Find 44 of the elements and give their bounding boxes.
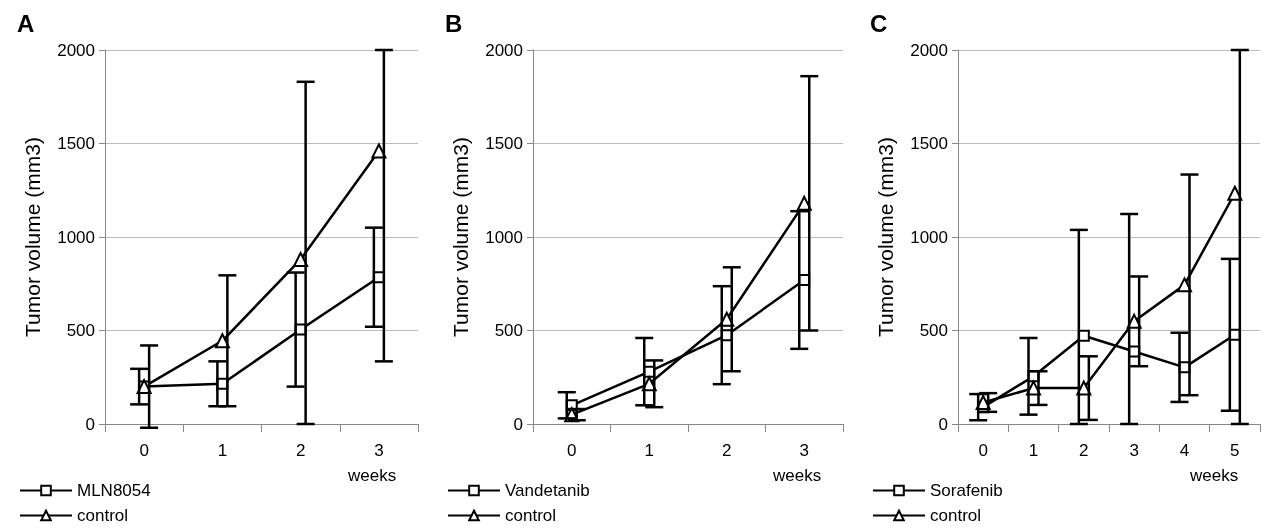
legend-label: control: [77, 506, 129, 525]
y-tick-label: 1000: [57, 227, 95, 247]
y-axis-title: Tumor volume (mm3): [449, 137, 472, 337]
legend-label: control: [505, 506, 557, 525]
y-tick-label: 2000: [57, 40, 95, 60]
x-tick-label: 0: [978, 441, 988, 460]
y-tick-label: 2000: [910, 40, 948, 60]
y-tick-label: 1500: [910, 134, 948, 153]
x-tick-label: 3: [799, 441, 809, 460]
legend-label: Vandetanib: [505, 481, 590, 500]
y-tick-label: 1500: [57, 134, 95, 153]
legend-label: MLN8054: [77, 481, 151, 500]
x-tick-label: 1: [1028, 441, 1039, 460]
y-tick-label: 0: [938, 414, 948, 434]
y-tick-label: 500: [494, 321, 523, 340]
y-axis-title: Tumor volume (mm3): [21, 137, 44, 337]
x-tick-label: 0: [139, 441, 149, 460]
chart-title: C: [870, 9, 888, 37]
x-tick-label: 1: [644, 441, 654, 460]
chart-title: A: [17, 9, 35, 37]
x-axis-title: weeks: [347, 466, 397, 485]
legend-label: control: [930, 506, 982, 525]
x-tick-label: 5: [1230, 441, 1240, 460]
y-tick-label: 2000: [485, 40, 523, 60]
legend-label: Sorafenib: [930, 481, 1003, 500]
y-tick-label: 1000: [485, 227, 523, 247]
y-tick-label: 1000: [910, 227, 948, 247]
x-tick-label: 2: [722, 441, 732, 460]
x-tick-label: 1: [217, 441, 228, 460]
y-axis-title: Tumor volume (mm3): [874, 137, 897, 337]
y-tick-label: 500: [66, 321, 95, 340]
x-tick-label: 2: [1079, 441, 1089, 460]
x-tick-label: 3: [1129, 441, 1139, 460]
x-tick-label: 2: [295, 441, 306, 460]
chart-title: B: [445, 9, 463, 37]
x-tick-label: 0: [567, 441, 577, 460]
y-tick-label: 1500: [485, 134, 523, 153]
x-axis-title: weeks: [772, 466, 822, 485]
x-axis-title: weeks: [1189, 466, 1239, 485]
y-tick-label: 0: [513, 414, 523, 434]
x-tick-label: 4: [1179, 441, 1190, 460]
y-tick-label: 0: [85, 414, 95, 434]
x-tick-label: 3: [374, 441, 384, 460]
y-tick-label: 500: [919, 321, 948, 340]
